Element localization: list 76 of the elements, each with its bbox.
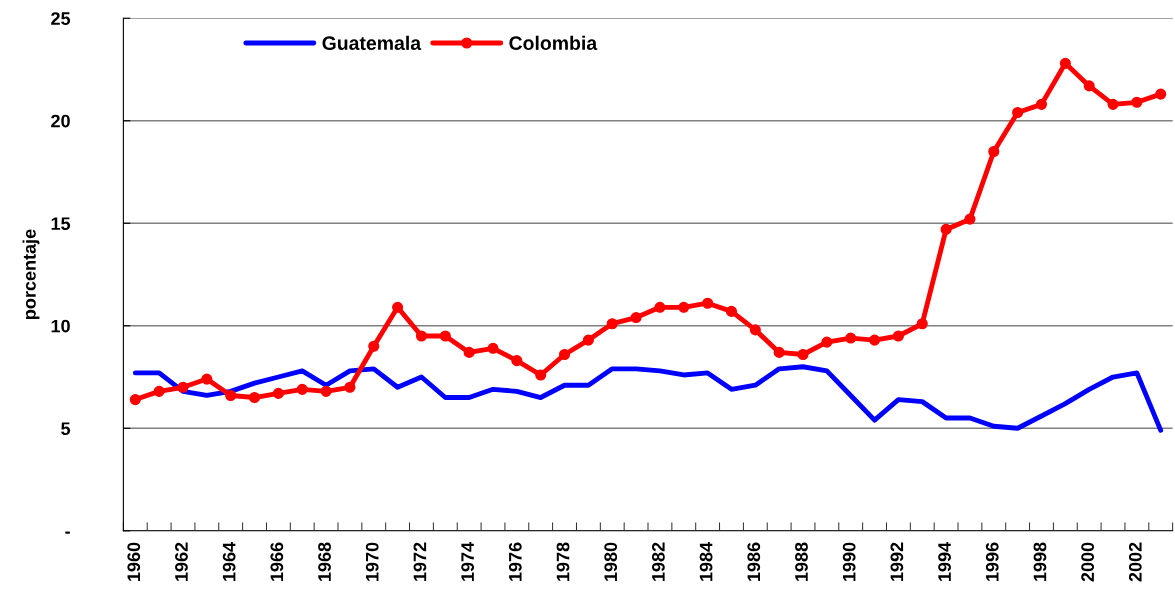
point bbox=[1035, 98, 1048, 110]
point bbox=[678, 301, 690, 313]
point bbox=[630, 312, 642, 324]
point bbox=[320, 385, 332, 397]
x-tick-label: 1962 bbox=[175, 542, 188, 581]
point bbox=[487, 342, 499, 354]
y-tick-label: 10 bbox=[51, 319, 70, 333]
x-tick-label: 1984 bbox=[699, 541, 713, 581]
x-tick-label: 1988 bbox=[795, 542, 808, 581]
x-tick-label: 1986 bbox=[747, 542, 761, 581]
point bbox=[177, 381, 189, 393]
point bbox=[988, 145, 1000, 158]
point bbox=[773, 346, 785, 358]
point bbox=[463, 346, 475, 358]
x-tick-label: 1960 bbox=[127, 542, 141, 581]
point bbox=[296, 383, 308, 395]
x-tick-label: 1982 bbox=[652, 542, 665, 581]
line-series bbox=[132, 364, 1164, 433]
x-tick-label: 1996 bbox=[985, 542, 999, 581]
point bbox=[582, 334, 594, 346]
x-tick-label: 1966 bbox=[270, 542, 284, 581]
x-tick-label: 1994 bbox=[938, 541, 951, 581]
point bbox=[201, 373, 213, 385]
point bbox=[702, 297, 714, 309]
point bbox=[153, 385, 165, 397]
point bbox=[344, 381, 356, 393]
y-tick-label: 25 bbox=[51, 12, 71, 25]
x-tick-label: 1974 bbox=[461, 541, 475, 581]
point bbox=[725, 305, 738, 317]
x-tick-label: 1968 bbox=[318, 542, 331, 581]
point bbox=[415, 330, 428, 342]
point bbox=[845, 332, 857, 344]
point bbox=[129, 394, 141, 406]
point bbox=[1083, 80, 1095, 92]
y-tick-label: 15 bbox=[51, 217, 71, 230]
x-tick-label: 1970 bbox=[365, 542, 379, 581]
point bbox=[439, 330, 451, 342]
point bbox=[1107, 98, 1119, 110]
point bbox=[821, 336, 833, 348]
point bbox=[511, 355, 523, 367]
point bbox=[1155, 88, 1167, 100]
point bbox=[606, 318, 618, 330]
x-tick-label: 1990 bbox=[842, 542, 856, 581]
legend-label: Guatemala bbox=[322, 35, 422, 51]
x-tick-label: 1972 bbox=[413, 542, 427, 581]
point bbox=[916, 318, 928, 330]
x-tick-label: 1992 bbox=[890, 542, 904, 581]
x-tick-label: 1998 bbox=[1033, 542, 1047, 581]
point bbox=[225, 389, 237, 402]
point bbox=[892, 330, 904, 342]
x-tick-label: 2002 bbox=[1128, 542, 1142, 582]
x-tick-label: 1976 bbox=[508, 542, 522, 581]
y-tick-label: 5 bbox=[61, 422, 71, 435]
legend-label: Colombia bbox=[509, 35, 598, 51]
point bbox=[869, 334, 881, 346]
point bbox=[940, 223, 952, 235]
x-tick-label: 1964 bbox=[222, 541, 236, 581]
point bbox=[248, 391, 261, 404]
y-axis-title: porcentaje bbox=[22, 229, 40, 319]
point bbox=[654, 301, 666, 313]
x-tick-label: 1978 bbox=[556, 542, 570, 581]
y-tick-label: - bbox=[65, 531, 70, 534]
point bbox=[1059, 57, 1071, 69]
y-tick-label: 20 bbox=[51, 114, 70, 128]
point bbox=[1012, 106, 1024, 119]
point bbox=[272, 387, 284, 399]
point bbox=[535, 369, 547, 381]
point bbox=[1131, 96, 1143, 108]
point bbox=[749, 324, 761, 336]
x-tick-label: 1980 bbox=[604, 542, 618, 581]
point bbox=[964, 213, 976, 225]
x-tick-label: 2000 bbox=[1081, 542, 1095, 582]
point bbox=[558, 348, 571, 361]
point bbox=[368, 340, 380, 352]
point bbox=[392, 301, 404, 313]
point bbox=[797, 348, 809, 361]
